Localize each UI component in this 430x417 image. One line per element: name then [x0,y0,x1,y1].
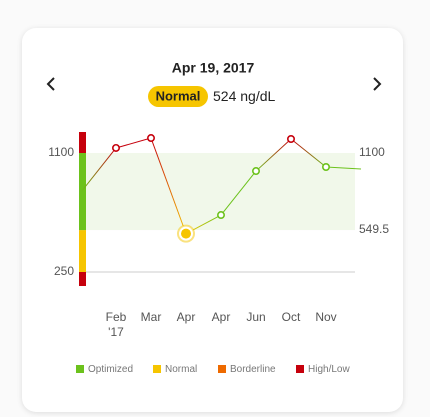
next-arrow[interactable] [373,77,382,91]
range-bar-segment [79,153,86,231]
unit: ng/dL [240,88,275,104]
point [181,228,191,239]
status-text: Normal [156,88,201,103]
date: Apr 19, 2017 [172,60,255,76]
legend-swatch [153,365,161,373]
value: 524 [213,88,237,104]
x-tick-label: Mar [141,310,162,324]
legend-label: Normal [165,364,197,375]
range-bar-segment [79,272,86,286]
legend-label: Optimized [88,364,133,375]
point [217,211,226,220]
x-tick-label: Jun [246,310,265,324]
y-tick-label: 250 [54,264,74,278]
x-tick-label: Feb [106,310,127,324]
prev-arrow[interactable] [46,77,55,91]
x-tick-label: Oct [282,310,301,324]
point [321,163,330,172]
legend-swatch [76,365,84,373]
legend-label: Borderline [230,364,276,375]
line-segment [220,170,257,216]
legend-label: High/Low [308,364,350,375]
line-segment [150,137,187,234]
x-tick-label: Apr [177,310,196,324]
point [252,167,261,176]
y-tick-label: 1100 [48,145,74,159]
line-segment [115,137,152,149]
range-label: 1100 [359,145,385,159]
legend-swatch [218,365,226,373]
point [147,134,156,143]
legend-swatch [296,365,304,373]
range-bar-segment [79,230,86,272]
selected-value: 524 ng/dL [213,88,275,104]
x-tick-label: Apr [212,310,231,324]
point [286,135,295,144]
line-segment [255,138,292,172]
status-badge [148,86,208,107]
line-segment [80,147,117,193]
range-label: 549.5 [359,222,389,236]
line-segment [290,138,327,168]
range-bar-segment [79,132,86,153]
line-segment [325,166,362,170]
point [112,143,121,152]
range-bar [79,132,86,286]
x-sublabel: '17 [108,325,124,339]
x-tick-label: Nov [315,310,336,324]
normal-band [82,153,355,231]
